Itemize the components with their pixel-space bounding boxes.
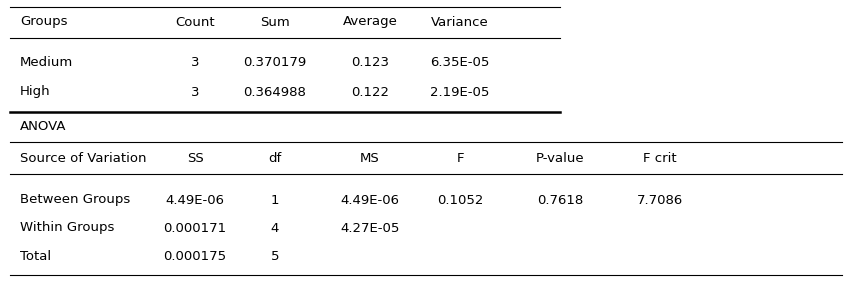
Text: 0.000171: 0.000171 [164,222,227,234]
Text: Groups: Groups [20,16,67,28]
Text: 0.370179: 0.370179 [244,55,307,69]
Text: 0.1052: 0.1052 [437,193,483,207]
Text: 1: 1 [271,193,279,207]
Text: 5: 5 [271,249,279,263]
Text: 4: 4 [271,222,279,234]
Text: Count: Count [176,16,215,28]
Text: 0.123: 0.123 [351,55,389,69]
Text: Between Groups: Between Groups [20,193,130,207]
Text: 4.49E-06: 4.49E-06 [341,193,400,207]
Text: 4.27E-05: 4.27E-05 [340,222,400,234]
Text: 0.000175: 0.000175 [164,249,227,263]
Text: 6.35E-05: 6.35E-05 [430,55,490,69]
Text: Variance: Variance [431,16,489,28]
Text: MS: MS [360,151,380,165]
Text: Average: Average [343,16,397,28]
Text: Source of Variation: Source of Variation [20,151,147,165]
Text: Total: Total [20,249,51,263]
Text: 0.364988: 0.364988 [244,85,307,99]
Text: Sum: Sum [260,16,290,28]
Text: F crit: F crit [643,151,676,165]
Text: F: F [457,151,463,165]
Text: 2.19E-05: 2.19E-05 [430,85,490,99]
Text: 3: 3 [191,85,199,99]
Text: 0.122: 0.122 [351,85,389,99]
Text: Medium: Medium [20,55,73,69]
Text: df: df [268,151,282,165]
Text: SS: SS [187,151,204,165]
Text: 0.7618: 0.7618 [537,193,583,207]
Text: 4.49E-06: 4.49E-06 [165,193,224,207]
Text: 3: 3 [191,55,199,69]
Text: ANOVA: ANOVA [20,120,66,132]
Text: 7.7086: 7.7086 [637,193,683,207]
Text: P-value: P-value [536,151,584,165]
Text: Within Groups: Within Groups [20,222,114,234]
Text: High: High [20,85,50,99]
